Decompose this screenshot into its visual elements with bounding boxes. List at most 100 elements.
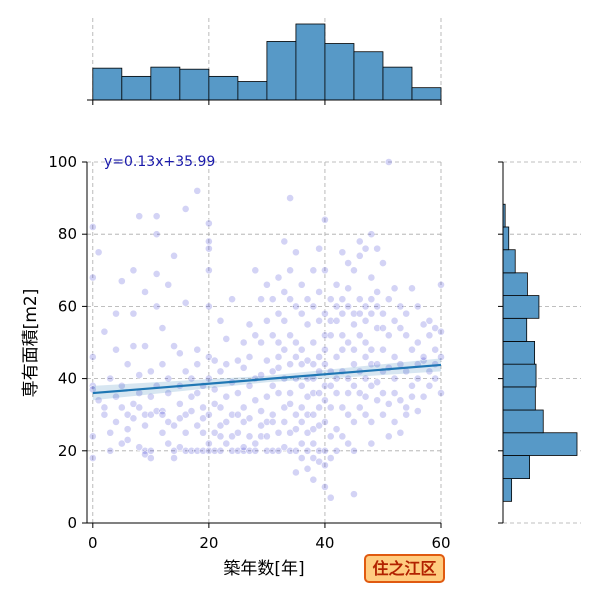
- scatter-point: [222, 439, 231, 448]
- scatter-point: [204, 353, 213, 361]
- scatter-point: [88, 432, 97, 441]
- scatter-point: [117, 439, 126, 448]
- y-tick-label: 40: [58, 370, 77, 388]
- scatter-point: [280, 345, 289, 354]
- scatter-point: [193, 421, 202, 430]
- scatter-point: [170, 342, 178, 351]
- top-hist-bar: [121, 75, 152, 101]
- scatter-point: [408, 284, 416, 293]
- scatter-point: [268, 331, 277, 340]
- scatter-point: [297, 439, 306, 448]
- scatter-point: [187, 407, 196, 415]
- scatter-point: [350, 309, 358, 318]
- scatter-point: [315, 421, 324, 430]
- scatter-point: [425, 381, 434, 390]
- scatter-point: [204, 237, 213, 246]
- scatter-point: [408, 392, 416, 401]
- scatter-point: [344, 338, 353, 347]
- scatter-point: [350, 320, 358, 329]
- scatter-point: [216, 421, 225, 430]
- scatter-point: [94, 396, 103, 405]
- scatter-point: [263, 356, 271, 365]
- scatter-point: [332, 446, 341, 455]
- scatter-point: [135, 443, 144, 452]
- district-badge-box: [364, 554, 445, 583]
- scatter-point: [257, 421, 265, 430]
- scatter-point: [373, 288, 382, 296]
- y-tick-label: 80: [58, 225, 77, 243]
- scatter-point: [152, 407, 161, 415]
- scatter-point: [245, 381, 254, 390]
- scatter-point: [123, 436, 132, 444]
- scatter-point: [286, 399, 295, 408]
- scatter-point: [129, 399, 138, 408]
- top-hist-bar: [382, 66, 413, 101]
- scatter-point: [332, 280, 341, 289]
- scatter-point: [419, 392, 428, 401]
- scatter-point: [106, 428, 115, 437]
- scatter-point: [245, 353, 254, 361]
- scatter-point: [344, 389, 353, 397]
- scatter-point: [367, 273, 376, 282]
- scatter-point: [361, 316, 370, 325]
- scatter-point: [222, 360, 231, 369]
- scatter-point: [309, 360, 318, 369]
- scatter-point: [292, 446, 300, 455]
- scatter-point: [286, 194, 295, 202]
- scatter-point: [413, 338, 422, 347]
- scatter-point: [152, 302, 161, 311]
- scatter-point: [181, 367, 190, 376]
- scatter-point: [326, 403, 335, 412]
- scatter-point: [367, 295, 376, 304]
- right-hist-bar: [502, 317, 528, 342]
- scatter-point: [117, 403, 126, 412]
- scatter-point: [321, 396, 329, 405]
- scatter-point: [350, 446, 358, 455]
- scatter-point: [274, 428, 283, 437]
- scatter-point: [274, 353, 283, 361]
- scatter-point: [239, 443, 248, 452]
- district-badge: [364, 554, 445, 583]
- scatter-point: [303, 320, 312, 329]
- scatter-point: [297, 280, 306, 289]
- scatter-point: [187, 392, 196, 401]
- scatter-point: [321, 309, 329, 318]
- scatter-point: [309, 338, 318, 347]
- scatter-point: [292, 410, 300, 419]
- scatter-point: [123, 425, 132, 434]
- scatter-point: [286, 428, 295, 437]
- scatter-point: [263, 280, 271, 289]
- scatter-point: [268, 410, 277, 419]
- scatter-point: [141, 421, 149, 430]
- scatter-point: [112, 392, 120, 401]
- scatter-point: [210, 399, 219, 408]
- scatter-point: [431, 345, 440, 354]
- scatter-point: [228, 295, 236, 304]
- scatter-point: [239, 338, 248, 347]
- scatter-point: [216, 432, 225, 441]
- scatter-point: [274, 309, 283, 318]
- scatter-point: [315, 353, 324, 361]
- scatter-point: [379, 389, 387, 397]
- scatter-point: [233, 389, 242, 397]
- scatter-point: [146, 446, 155, 455]
- scatter-point: [309, 266, 318, 275]
- scatter-point: [210, 446, 219, 455]
- scatter-point: [251, 331, 260, 340]
- scatter-point: [233, 446, 242, 455]
- scatter-point: [344, 302, 353, 311]
- scatter-point: [268, 418, 277, 426]
- scatter-point: [251, 396, 260, 405]
- scatter-point: [367, 381, 376, 390]
- scatter-point: [292, 468, 300, 477]
- scatter-point: [257, 338, 265, 347]
- scatter-point: [361, 410, 370, 419]
- scatter-point: [315, 457, 324, 466]
- scatter-point: [245, 432, 254, 441]
- scatter-point: [233, 410, 242, 419]
- scatter-point: [129, 414, 138, 423]
- scatter-point: [268, 367, 277, 376]
- scatter-point: [431, 324, 440, 332]
